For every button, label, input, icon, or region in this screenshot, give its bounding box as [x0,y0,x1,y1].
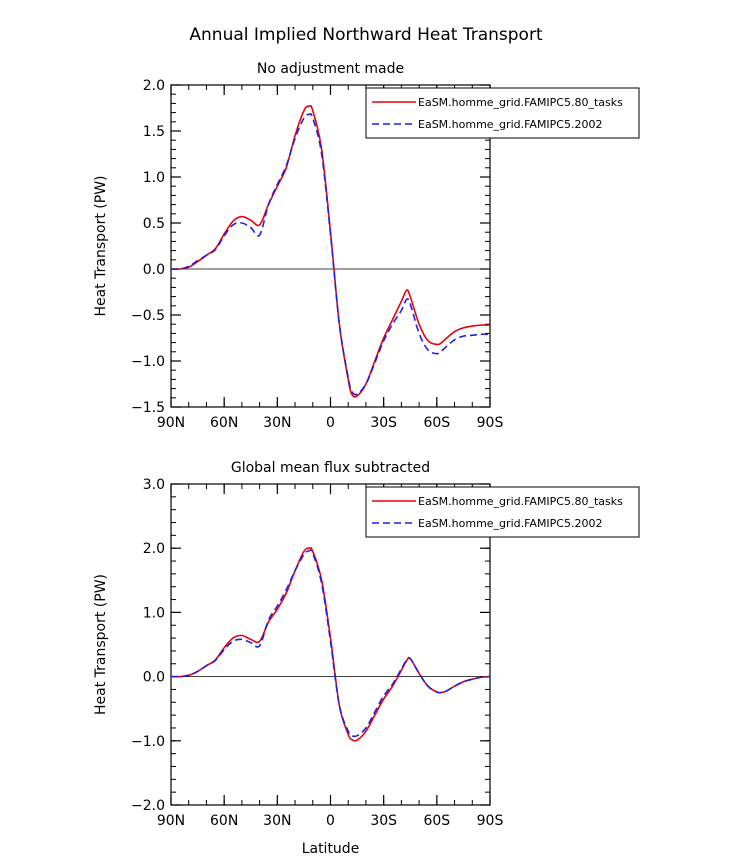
series-line-2 [171,549,490,738]
series-line-1 [171,104,490,398]
y-tick-label: 0.5 [143,216,165,232]
x-tick-label: 0 [326,415,335,431]
y-tick-label: 1.0 [143,170,165,186]
x-tick-label: 30N [263,415,291,431]
legend-box [365,87,640,139]
series-line-2 [171,113,490,396]
y-axis-label: Heat Transport (PW) [93,175,109,316]
x-tick-label: 90S [477,415,504,431]
x-tick-label: 0 [326,813,335,829]
x-tick-label: 30S [370,415,397,431]
y-tick-label: −1.5 [131,400,165,416]
y-tick-label: 0.0 [143,262,165,278]
y-tick-label: −1.0 [131,734,165,750]
y-tick-label: 1.0 [143,605,165,621]
legend-label-1: EaSM.homme_grid.FAMIPC5.80_tasks [418,495,623,508]
x-tick-label: 60S [423,415,450,431]
x-tick-label: 60S [423,813,450,829]
panel-subtitle: No adjustment made [257,61,404,77]
y-tick-label: −0.5 [131,308,165,324]
panel-subtitle: Global mean flux subtracted [231,460,430,476]
legend-label-2: EaSM.homme_grid.FAMIPC5.2002 [418,517,602,530]
x-tick-label: 90N [157,813,185,829]
panel-top: No adjustment made 90N 60N 30N 0 30S 60S 90S −1.… [93,61,640,431]
x-tick-label: 60N [210,813,238,829]
y-tick-label: 3.0 [143,477,165,493]
legend-box [365,486,640,538]
y-tick-label: 2.0 [143,78,165,94]
y-axis-label: Heat Transport (PW) [93,574,109,715]
y-tick-label: 1.5 [143,124,165,140]
y-tick-label: 2.0 [143,541,165,557]
y-tick-label: −1.0 [131,354,165,370]
x-axis-label: Latitude [302,841,360,857]
y-tick-label: −2.0 [131,798,165,814]
x-tick-label: 30S [370,813,397,829]
panel-bottom: Global mean flux subtracted 90N 60N 30N 0 30S… [93,460,640,857]
legend-label-2: EaSM.homme_grid.FAMIPC5.2002 [418,118,602,131]
legend-label-1: EaSM.homme_grid.FAMIPC5.80_tasks [418,96,623,109]
x-tick-label: 90N [157,415,185,431]
x-tick-label: 30N [263,813,291,829]
x-tick-label: 60N [210,415,238,431]
x-tick-label: 90S [477,813,504,829]
figure-title: Annual Implied Northward Heat Transport [189,25,543,45]
y-tick-label: 0.0 [143,670,165,686]
